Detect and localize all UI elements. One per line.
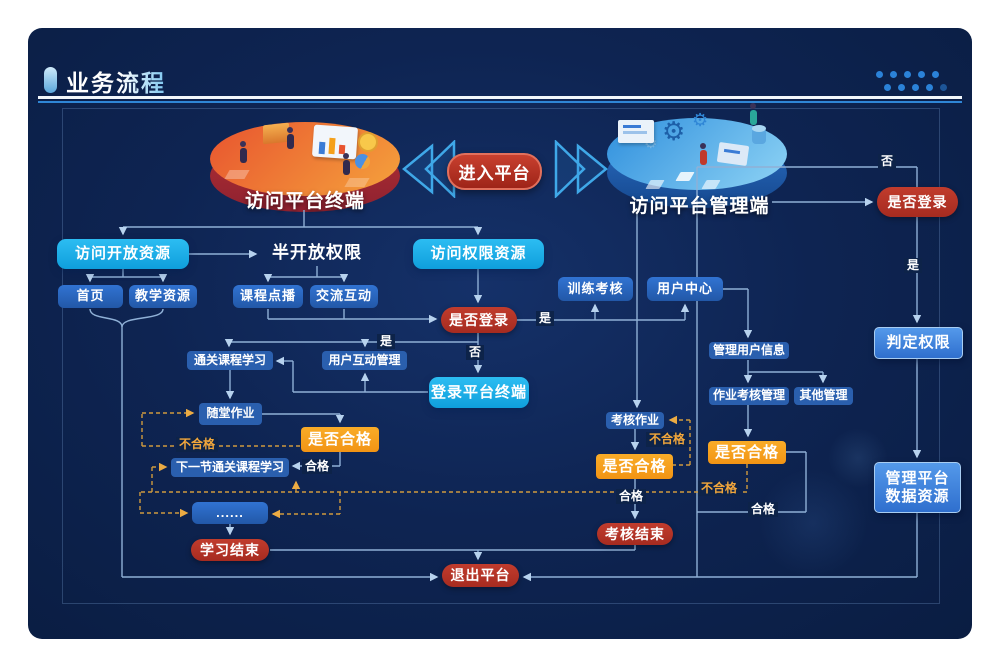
node-login-terminal: 登录平台终端 [429,377,529,408]
node-login-check-admin: 是否登录 [877,187,958,217]
edge-label: 合格 [302,459,333,474]
edge-label: 不合格 [698,481,741,496]
node-homework-assessment-mgmt: 作业考核管理 [709,387,789,405]
node-assessment-end: 考核结束 [597,523,673,545]
edge-label: 是 [377,334,396,349]
node-exit-platform: 退出平台 [442,564,519,587]
node-training-assessment: 训练考核 [558,277,633,301]
node-judge-permission: 判定权限 [874,327,963,359]
edge-label: 是 [536,311,555,326]
glow-blob [758,468,868,578]
node-course-ondemand: 课程点播 [233,285,303,308]
node-user-interaction-mgmt: 用户互动管理 [322,351,407,370]
node-home: 首页 [58,285,123,308]
node-ellipsis: ...... [192,502,268,524]
node-pass-check-1: 是否合格 [301,427,379,452]
edge-label: 不合格 [176,437,219,452]
cylinder-icon [752,128,766,144]
node-access-open-resources: 访问开放资源 [57,239,189,269]
node-pass-check-2: 是否合格 [596,454,673,479]
terminal-platform-illustration [205,116,405,220]
terminal-platform-label: 访问平台终端 [244,191,365,212]
edge-label: 合格 [616,489,647,504]
edge-label: 不合格 [646,432,689,447]
edge-label: 否 [878,154,897,169]
edge-label: 合格 [748,502,779,517]
slide-background [28,28,972,639]
edge-label: 否 [466,345,485,360]
node-manage-platform-data: 管理平台 数据资源 [874,462,961,513]
connector-line [121,308,164,328]
node-user-center: 用户中心 [647,277,723,301]
title-divider-accent [38,101,962,103]
node-manage-user-info: 管理用户信息 [709,342,789,359]
title-divider [38,96,962,99]
connector-line [89,308,123,328]
node-pass-check-3: 是否合格 [708,441,786,464]
gear-icon: ⚙ [692,110,709,130]
node-semi-open-permission: 半开放权限 [272,243,362,263]
node-teaching-resources: 教学资源 [129,285,197,308]
gear-icon: ⚙ [662,116,686,146]
node-learning-end: 学习结束 [191,539,269,561]
node-class-homework: 随堂作业 [199,403,262,425]
node-assessment-homework: 考核作业 [606,412,664,429]
title-bullet-icon [44,67,57,93]
enter-platform-pill: 进入平台 [447,153,542,190]
coin-icon [358,132,378,152]
node-interaction: 交流互动 [310,285,378,308]
edge-label: 是 [904,258,923,273]
node-login-check-center: 是否登录 [441,307,517,333]
page-title: 业务流程 [66,64,166,98]
chevron-right-icon [554,140,608,198]
pie-chart-icon [355,154,370,169]
node-course-learning: 通关课程学习 [187,351,273,370]
node-next-course-learning: 下一节通关课程学习 [171,458,289,477]
node-access-permission-resources: 访问权限资源 [413,239,544,269]
node-other-mgmt: 其他管理 [794,387,853,405]
admin-platform-label: 访问平台管理端 [629,196,770,217]
